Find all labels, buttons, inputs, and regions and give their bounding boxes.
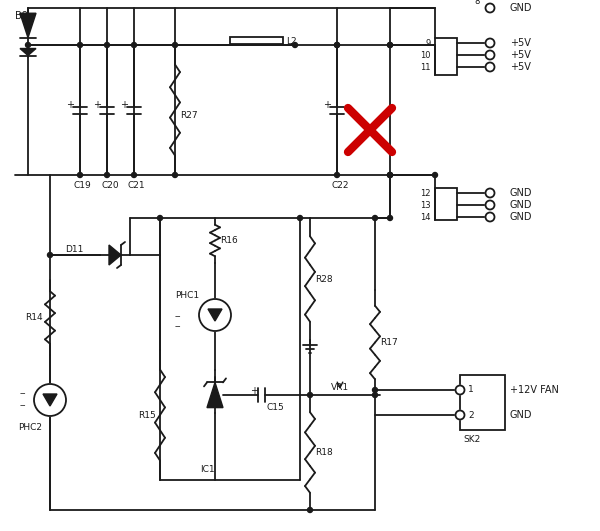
- Circle shape: [104, 173, 110, 177]
- Text: --: --: [20, 390, 26, 398]
- Text: --: --: [175, 322, 182, 331]
- Circle shape: [388, 173, 392, 177]
- Circle shape: [335, 42, 340, 47]
- Text: R17: R17: [380, 338, 398, 347]
- Circle shape: [388, 42, 392, 47]
- Circle shape: [373, 388, 377, 392]
- Text: R15: R15: [138, 410, 156, 419]
- Text: R27: R27: [180, 110, 197, 119]
- Text: L2: L2: [286, 37, 297, 46]
- Circle shape: [173, 42, 178, 47]
- Polygon shape: [109, 245, 121, 265]
- Circle shape: [455, 386, 464, 395]
- Text: GND: GND: [510, 410, 533, 420]
- Polygon shape: [20, 13, 36, 38]
- Circle shape: [308, 392, 313, 398]
- Text: +: +: [66, 100, 74, 110]
- Bar: [435, 188, 457, 220]
- Polygon shape: [207, 382, 223, 408]
- Circle shape: [34, 384, 66, 416]
- Circle shape: [388, 173, 392, 177]
- Circle shape: [485, 39, 494, 47]
- Text: 1: 1: [468, 386, 474, 395]
- Circle shape: [485, 201, 494, 210]
- Circle shape: [131, 42, 137, 47]
- Polygon shape: [20, 48, 36, 56]
- Bar: [460, 375, 505, 430]
- Polygon shape: [43, 394, 57, 406]
- Circle shape: [77, 173, 83, 177]
- Text: +5V: +5V: [510, 38, 531, 48]
- Text: IC1: IC1: [200, 466, 215, 475]
- Circle shape: [485, 212, 494, 221]
- Text: 8: 8: [475, 0, 480, 6]
- Text: --: --: [175, 313, 182, 321]
- Text: 11: 11: [421, 63, 431, 72]
- Text: +: +: [323, 100, 331, 110]
- Circle shape: [335, 173, 340, 177]
- Circle shape: [373, 392, 377, 398]
- Circle shape: [485, 50, 494, 59]
- Text: +5V: +5V: [510, 62, 531, 72]
- Circle shape: [131, 173, 137, 177]
- Text: PHC2: PHC2: [18, 424, 42, 433]
- Text: +: +: [250, 386, 258, 396]
- Circle shape: [433, 173, 437, 177]
- Text: R14: R14: [25, 313, 43, 322]
- Circle shape: [104, 42, 110, 47]
- Circle shape: [388, 216, 392, 220]
- Text: +5V: +5V: [510, 50, 531, 60]
- Circle shape: [388, 42, 392, 47]
- Polygon shape: [208, 309, 222, 321]
- Text: C15: C15: [266, 402, 284, 412]
- Bar: [230, 37, 283, 44]
- Text: C19: C19: [74, 181, 92, 190]
- Text: 13: 13: [421, 201, 431, 210]
- Circle shape: [485, 189, 494, 198]
- Text: PHC1: PHC1: [175, 290, 199, 299]
- Circle shape: [388, 173, 392, 177]
- Text: 14: 14: [421, 212, 431, 221]
- Text: C22: C22: [332, 181, 349, 190]
- Text: B9: B9: [15, 11, 28, 21]
- Bar: [435, 38, 457, 75]
- Text: R18: R18: [315, 448, 333, 457]
- Text: GND: GND: [510, 212, 533, 222]
- Text: C20: C20: [101, 181, 119, 190]
- Text: C21: C21: [128, 181, 146, 190]
- Text: 10: 10: [421, 50, 431, 59]
- Circle shape: [485, 63, 494, 72]
- Circle shape: [47, 253, 53, 258]
- Circle shape: [308, 508, 313, 512]
- Text: +: +: [93, 100, 101, 110]
- Text: 9: 9: [426, 39, 431, 47]
- Text: 12: 12: [421, 189, 431, 198]
- Circle shape: [298, 216, 302, 220]
- Text: +: +: [120, 100, 128, 110]
- Text: --: --: [20, 401, 26, 410]
- Circle shape: [173, 173, 178, 177]
- Circle shape: [373, 216, 377, 220]
- Circle shape: [199, 299, 231, 331]
- Circle shape: [455, 410, 464, 419]
- Circle shape: [157, 216, 163, 220]
- Text: +12V FAN: +12V FAN: [510, 385, 559, 395]
- Text: R16: R16: [220, 236, 238, 245]
- Circle shape: [335, 42, 340, 47]
- Circle shape: [485, 4, 494, 13]
- Circle shape: [25, 42, 31, 47]
- Circle shape: [77, 42, 83, 47]
- Text: GND: GND: [510, 3, 533, 13]
- Text: GND: GND: [510, 188, 533, 198]
- Text: GND: GND: [510, 200, 533, 210]
- Circle shape: [293, 42, 298, 47]
- Text: D11: D11: [65, 245, 83, 254]
- Text: R28: R28: [315, 275, 332, 284]
- Text: SK2: SK2: [463, 435, 481, 444]
- Text: VR1: VR1: [331, 382, 349, 391]
- Text: 2: 2: [468, 410, 473, 419]
